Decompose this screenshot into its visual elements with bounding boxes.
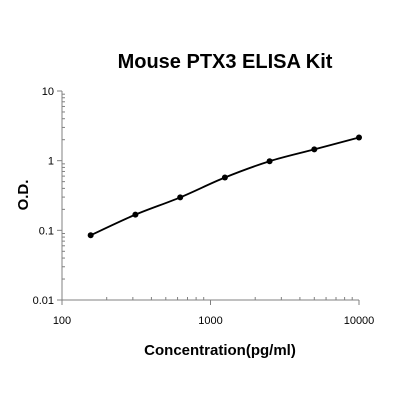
data-point xyxy=(132,211,139,218)
data-point xyxy=(87,232,94,239)
y-tick-label: 10 xyxy=(42,86,54,98)
axes xyxy=(61,91,359,301)
y-tick-label: 0.01 xyxy=(33,295,54,307)
data-point xyxy=(221,174,228,181)
y-axis-ticks: 0.01 0.1 1 10 xyxy=(33,86,65,307)
series-layer xyxy=(87,134,362,239)
x-tick-label: 10000 xyxy=(344,315,375,327)
data-point xyxy=(356,134,362,141)
x-tick-label: 1000 xyxy=(198,315,222,327)
chart-title: Mouse PTX3 ELISA Kit xyxy=(118,51,333,73)
x-axis-label: Concentration(pg/ml) xyxy=(144,342,296,359)
data-point xyxy=(266,158,273,165)
x-tick-label: 100 xyxy=(53,315,71,327)
y-tick-label: 1 xyxy=(48,156,54,168)
data-point xyxy=(311,146,318,153)
series-line xyxy=(90,136,360,237)
data-point xyxy=(177,194,184,201)
y-tick-label: 0.1 xyxy=(39,225,54,237)
y-axis-label: O.D. xyxy=(15,180,32,211)
x-axis-ticks: 100 1000 10000 xyxy=(53,297,374,327)
